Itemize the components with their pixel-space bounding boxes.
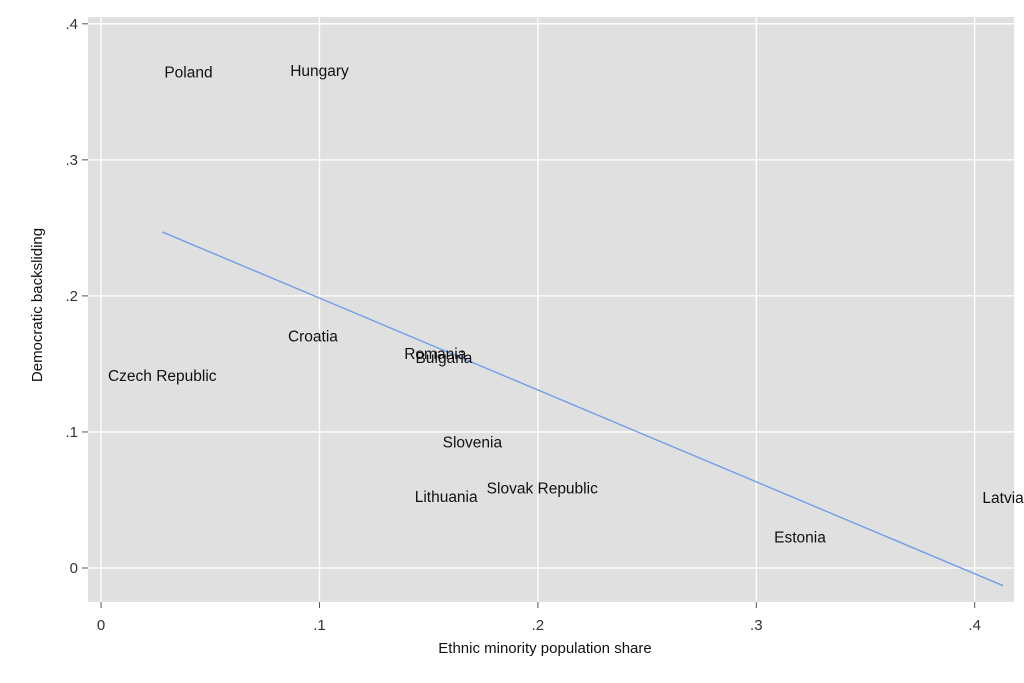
x-tick-label: .3 xyxy=(750,617,763,634)
fit-line-layer xyxy=(161,231,1004,587)
grid xyxy=(88,17,1014,602)
y-tick-label: .2 xyxy=(65,288,78,305)
point-label: Slovenia xyxy=(443,434,503,451)
x-tick-label: 0 xyxy=(97,617,105,634)
x-tick-label: .1 xyxy=(313,617,326,634)
y-tick-label: 0 xyxy=(70,560,78,577)
point-label: Lithuania xyxy=(415,489,478,506)
y-axis-title: Democratic backsliding xyxy=(29,228,46,382)
x-axis-title: Ethnic minority population share xyxy=(438,640,651,657)
ticks: 0 .1 .2 .3 .4 0 .1 .2 .3 .4 xyxy=(65,16,980,634)
y-tick-label: .3 xyxy=(65,152,78,169)
y-tick-label: .1 xyxy=(65,424,78,441)
plot-area xyxy=(88,17,1014,602)
point-label: Hungary xyxy=(290,63,349,80)
point-label: Estonia xyxy=(774,530,826,547)
point-label: Slovak Republic xyxy=(487,481,598,498)
point-label: Bulgaria xyxy=(416,350,473,367)
x-tick-label: .4 xyxy=(968,617,981,634)
y-tick-label: .4 xyxy=(65,16,78,33)
point-label: Latvia xyxy=(982,490,1024,507)
fit-line xyxy=(161,231,1004,587)
point-label: Romania xyxy=(404,346,466,363)
point-label: Croatia xyxy=(288,328,338,345)
point-label: Czech Republic xyxy=(108,368,217,385)
point-labels: Poland Hungary Croatia Czech Republic Romani… xyxy=(108,63,1024,547)
point-label: Poland xyxy=(164,64,212,81)
x-tick-label: .2 xyxy=(532,617,545,634)
